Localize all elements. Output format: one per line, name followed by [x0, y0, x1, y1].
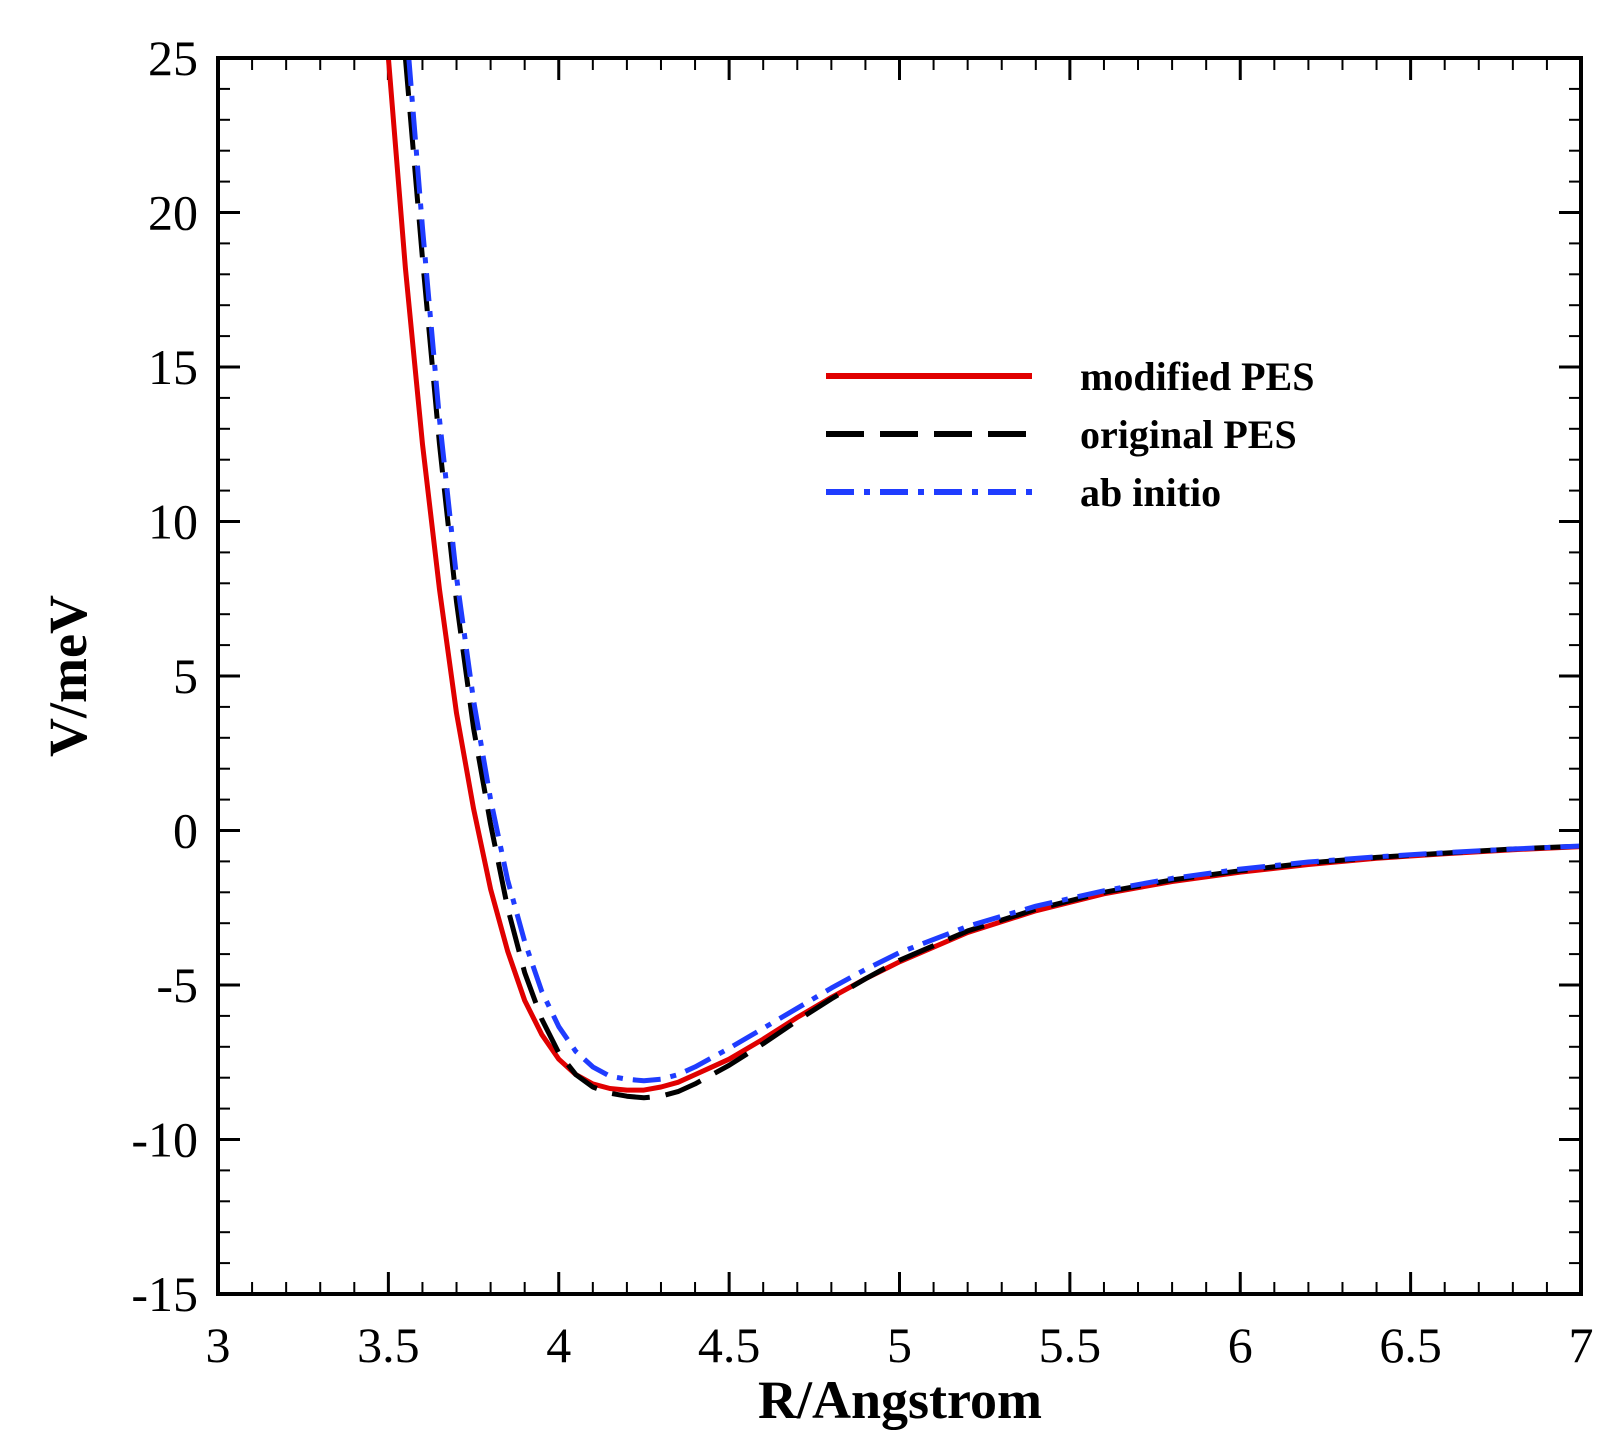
y-tick-label: 0 — [173, 803, 198, 859]
tick-labels: 3 3.5 4 4.5 5 5.5 6 6.5 7 -15 -10 -5 0 5 10 15 20 25 — [131, 30, 1593, 1373]
x-tick-label: 4 — [546, 1317, 571, 1373]
y-tick-label: -15 — [131, 1266, 198, 1322]
x-tick-label: 6.5 — [1379, 1317, 1442, 1373]
x-tick-label: 6 — [1228, 1317, 1253, 1373]
x-tick-label: 3.5 — [357, 1317, 420, 1373]
y-tick-label: 15 — [148, 339, 198, 395]
y-tick-label: 25 — [148, 30, 198, 86]
series-line-original-pes — [402, 58, 1581, 1101]
legend: modified PES original PES ab initio — [826, 354, 1314, 515]
legend-label: modified PES — [1080, 354, 1314, 399]
x-tick-label: 7 — [1569, 1317, 1594, 1373]
y-tick-label: 20 — [148, 185, 198, 241]
x-tick-label: 3 — [206, 1317, 231, 1373]
legend-label: ab initio — [1080, 470, 1221, 515]
y-tick-label: 5 — [173, 648, 198, 704]
plot-frame — [216, 56, 1583, 1296]
x-tick-label: 5 — [887, 1317, 912, 1373]
x-axis-title: R/Angstrom — [758, 1370, 1042, 1430]
series-line-ab-initio — [406, 58, 1581, 1084]
y-axis-title: V/meV — [38, 595, 98, 757]
x-tick-label: 5.5 — [1039, 1317, 1102, 1373]
series-line-modified-pes — [385, 58, 1581, 1093]
y-tick-label: 10 — [148, 494, 198, 550]
series-layer — [385, 58, 1581, 1101]
y-tick-label: -10 — [131, 1112, 198, 1168]
x-tick-label: 4.5 — [698, 1317, 761, 1373]
legend-label: original PES — [1080, 412, 1297, 457]
y-tick-label: -5 — [156, 957, 198, 1013]
